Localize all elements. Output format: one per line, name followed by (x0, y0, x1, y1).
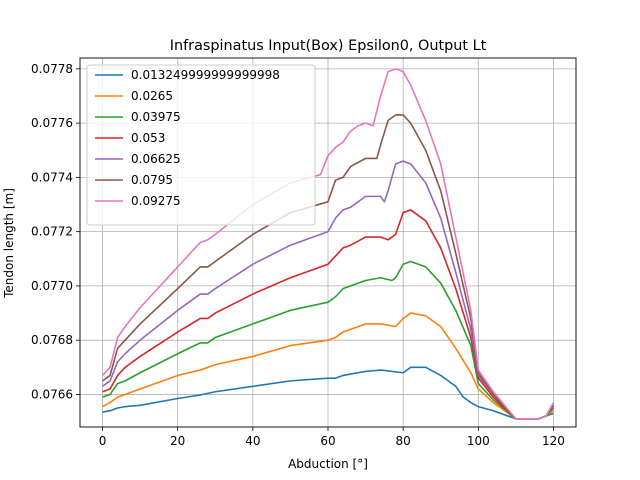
y-tick-label: 0.0772 (31, 225, 73, 239)
legend-box (86, 64, 316, 226)
y-tick-label: 0.0778 (31, 62, 73, 76)
legend-label: 0.0265 (131, 89, 173, 103)
y-tick-label: 0.0776 (31, 116, 73, 130)
chart-title: Infraspinatus Input(Box) Epsilon0, Outpu… (170, 38, 487, 54)
series-line-7 (101, 68, 555, 420)
series-line-1 (102, 366, 554, 420)
x-tick-label: 20 (170, 434, 185, 448)
y-axis-label: Tendon length [m] (2, 188, 16, 299)
x-tick-label: 40 (245, 434, 260, 448)
x-tick-label: 60 (320, 434, 335, 448)
x-tick-label: 120 (542, 434, 565, 448)
x-tick-label: 0 (99, 434, 107, 448)
y-tick-label: 0.0766 (31, 387, 73, 401)
y-tick-label: 0.0774 (31, 170, 73, 184)
series-line-4 (102, 209, 555, 420)
y-tick-label: 0.0768 (31, 333, 73, 347)
legend-label: 0.053 (131, 131, 165, 145)
legend-label: 0.013249999999999998 (131, 68, 280, 82)
y-tick-label: 0.0770 (31, 279, 73, 293)
axis-ticks: 0 20 40 60 80 100 120 0.0766 0.0768 0.0770 0.0772 0… (31, 62, 565, 448)
legend-label: 0.0795 (131, 173, 173, 187)
legend-label: 0.09275 (131, 194, 181, 208)
x-tick-label: 80 (396, 434, 411, 448)
series-line-2 (102, 312, 554, 420)
series-line-3 (102, 260, 555, 420)
x-tick-label: 100 (467, 434, 490, 448)
legend-label: 0.03975 (131, 110, 181, 124)
legend-label: 0.06625 (131, 152, 181, 166)
x-axis-label: Abduction [°] (288, 457, 368, 471)
legend: 0.013249999999999998 0.0265 0.03975 0.053 0.… (86, 64, 316, 226)
series-lines (101, 68, 555, 420)
